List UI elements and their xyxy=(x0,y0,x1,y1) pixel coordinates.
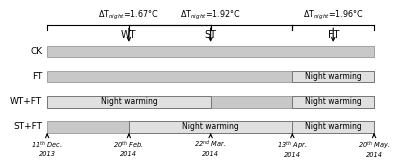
Text: ΔT$_{night}$=1.67°C: ΔT$_{night}$=1.67°C xyxy=(98,9,159,22)
Text: ΔT$_{night}$=1.92°C: ΔT$_{night}$=1.92°C xyxy=(180,9,241,22)
Text: ST: ST xyxy=(205,30,217,40)
Bar xyxy=(292,121,374,133)
Text: 13$^{th}$ Apr.
2014: 13$^{th}$ Apr. 2014 xyxy=(277,139,308,158)
Text: 22$^{nd}$ Mar.
2014: 22$^{nd}$ Mar. 2014 xyxy=(194,139,227,157)
Bar xyxy=(129,121,292,133)
Text: Night warming: Night warming xyxy=(100,97,157,106)
Text: WT+FT: WT+FT xyxy=(10,97,42,106)
Text: Night warming: Night warming xyxy=(305,123,362,132)
Text: FT: FT xyxy=(32,72,42,81)
Text: Night warming: Night warming xyxy=(305,72,362,81)
Text: 20$^{th}$ Feb.
2014: 20$^{th}$ Feb. 2014 xyxy=(114,139,144,157)
Bar xyxy=(47,96,374,108)
Text: CK: CK xyxy=(30,47,42,56)
Text: ST+FT: ST+FT xyxy=(13,123,42,132)
Text: FT: FT xyxy=(328,30,339,40)
Bar xyxy=(292,71,374,82)
Text: Night warming: Night warming xyxy=(305,97,362,106)
Bar xyxy=(292,96,374,108)
Text: 11$^{th}$ Dec.
2013: 11$^{th}$ Dec. 2013 xyxy=(31,139,63,157)
Text: ΔT$_{night}$=1.96°C: ΔT$_{night}$=1.96°C xyxy=(303,9,364,22)
Text: Night warming: Night warming xyxy=(182,123,239,132)
Bar xyxy=(47,121,374,133)
Text: WT: WT xyxy=(121,30,137,40)
Bar xyxy=(47,96,211,108)
Bar xyxy=(47,71,374,82)
Bar xyxy=(47,46,374,57)
Text: 20$^{th}$ May.
2014: 20$^{th}$ May. 2014 xyxy=(358,139,390,158)
